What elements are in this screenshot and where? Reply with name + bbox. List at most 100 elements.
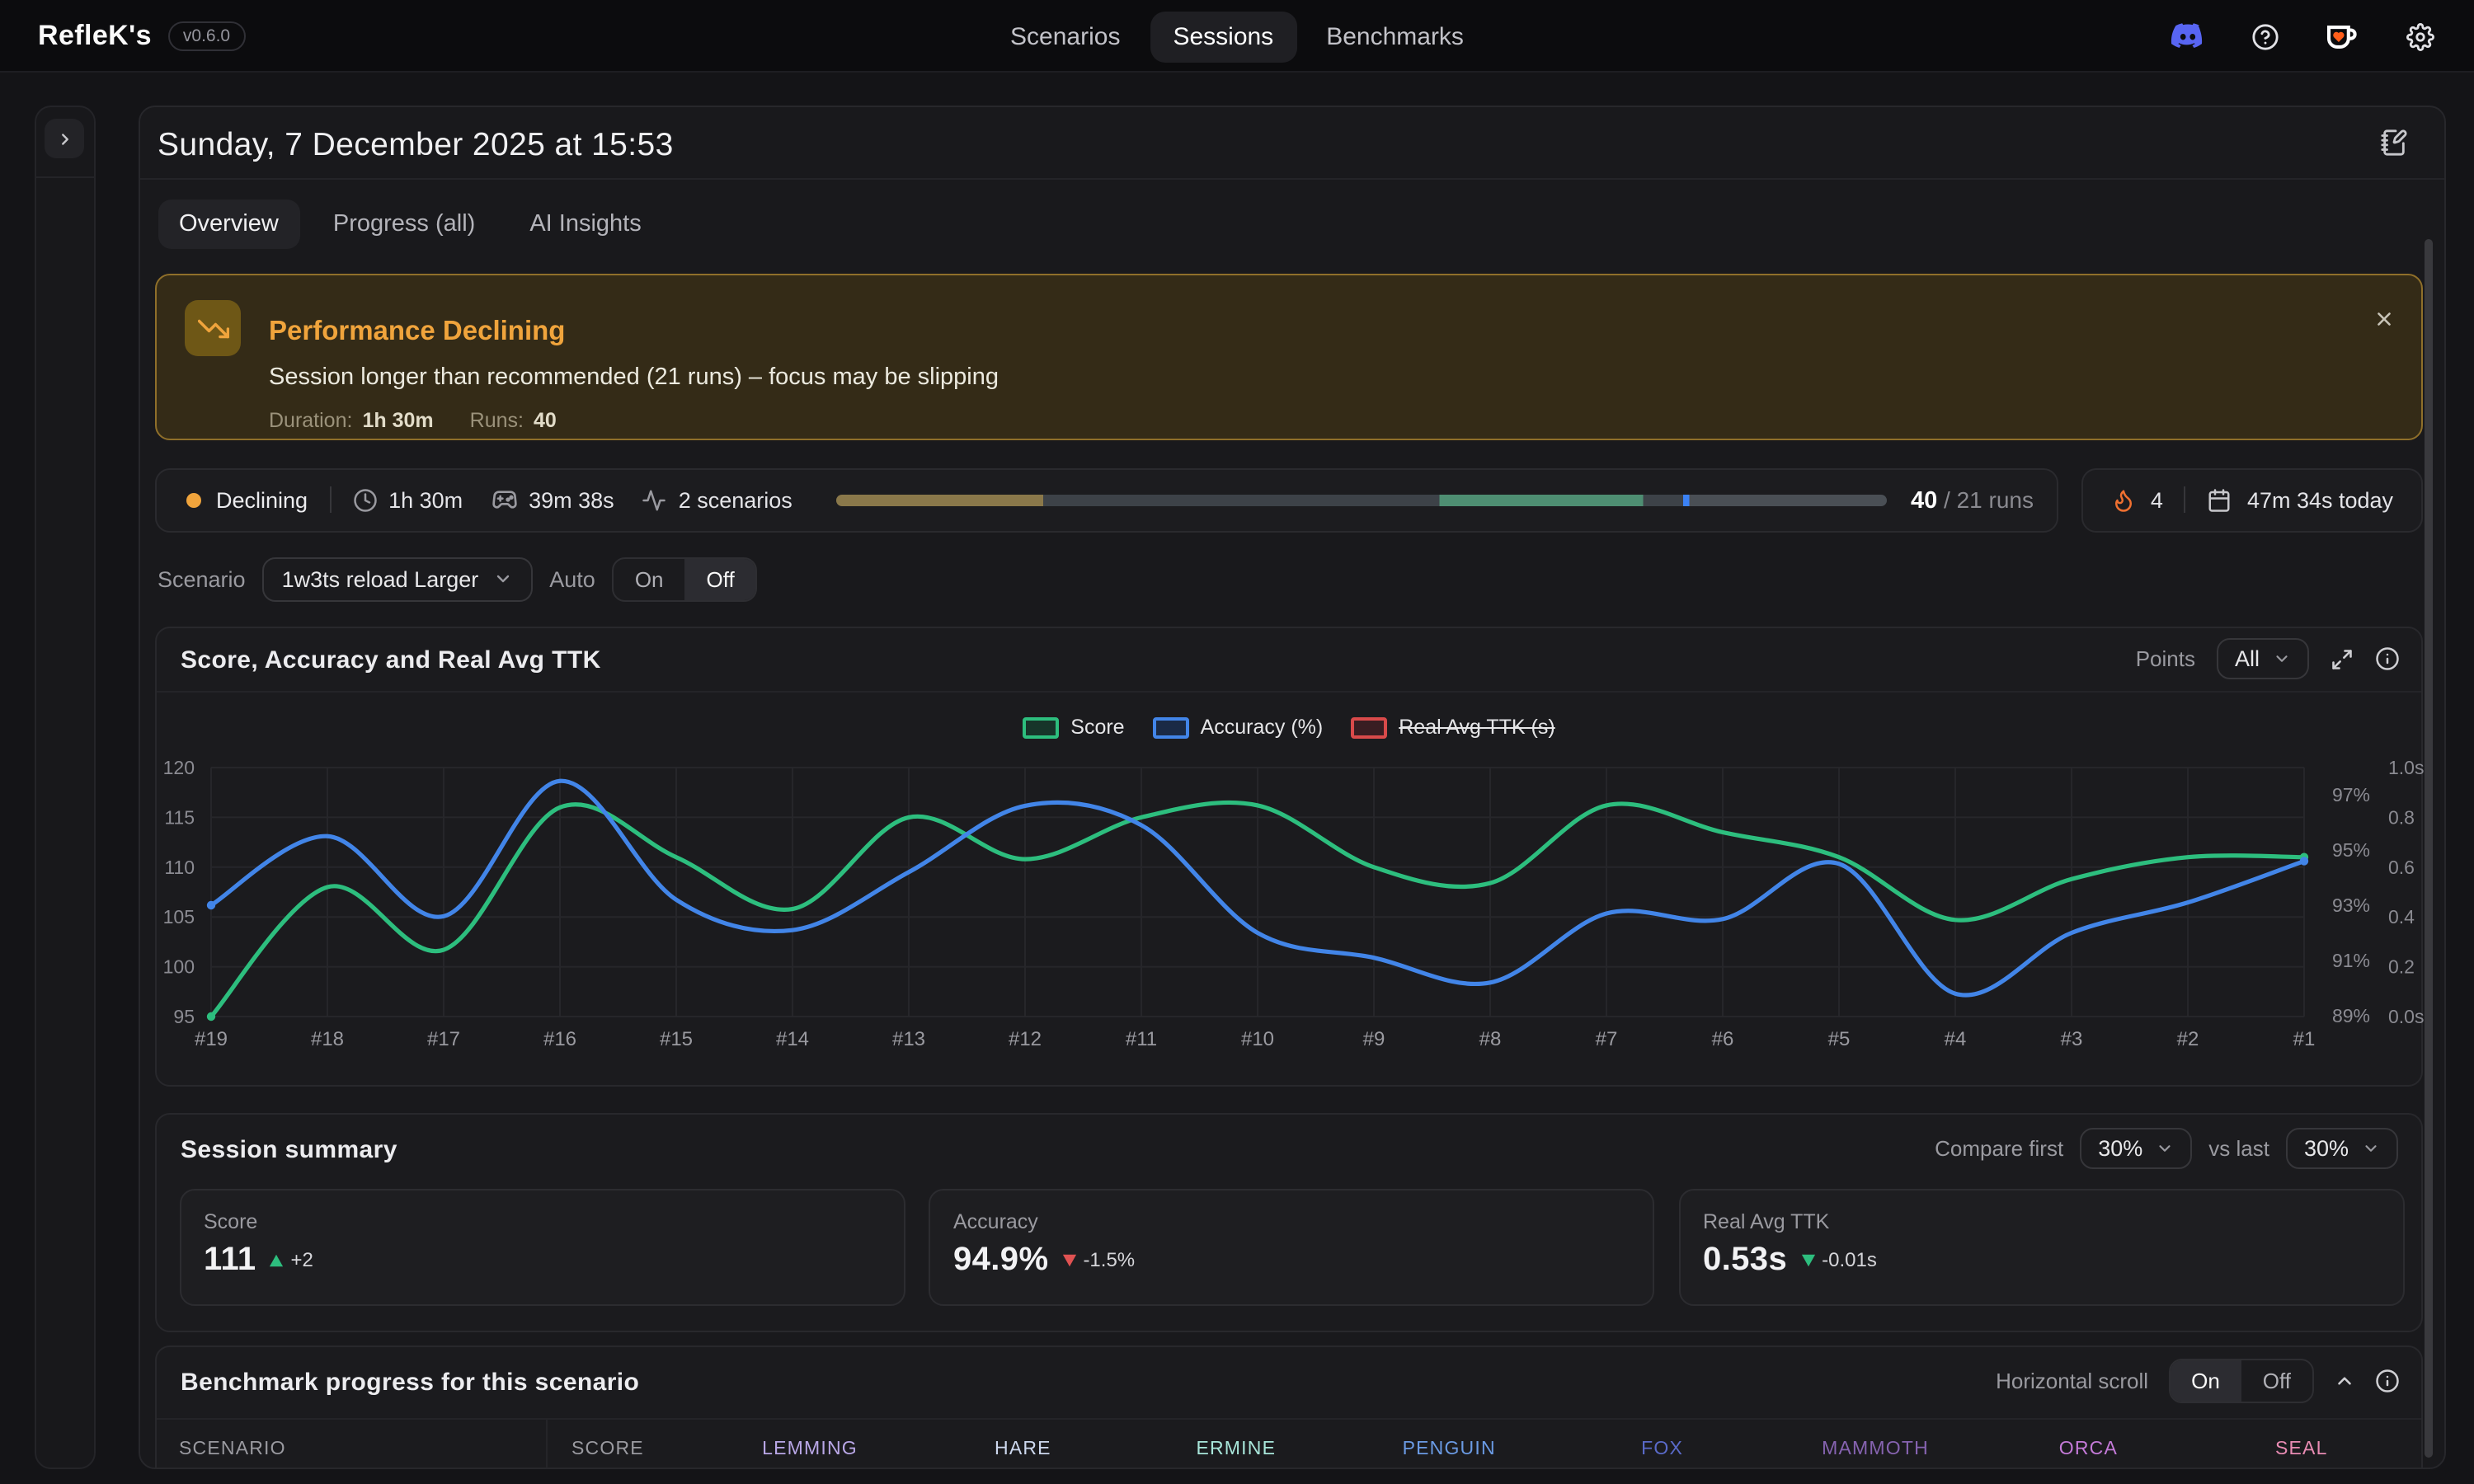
tab-ai-insights[interactable]: AI Insights (529, 210, 642, 237)
nav-tab-sessions[interactable]: Sessions (1150, 11, 1297, 62)
svg-text:#6: #6 (1712, 1028, 1734, 1050)
svg-text:0.8: 0.8 (2388, 806, 2415, 828)
benchmark-info-icon[interactable] (2375, 1369, 2400, 1393)
today-playtime: 47m 34s today (2246, 487, 2394, 513)
alert-title: Performance Declining (269, 316, 566, 345)
svg-text:#12: #12 (1009, 1028, 1042, 1050)
svg-text:105: 105 (163, 906, 195, 928)
collapse-icon[interactable] (2334, 1370, 2355, 1392)
legend-ttk[interactable]: Real Avg TTK (s) (1351, 716, 1555, 739)
points-label: Points (2135, 646, 2195, 671)
svg-text:0.6: 0.6 (2388, 857, 2415, 878)
chevron-down-icon (2276, 655, 2288, 662)
tab-progress[interactable]: Progress (all) (332, 210, 476, 237)
benchmark-title: Benchmark progress for this scenario (181, 1369, 640, 1397)
status-state: Declining (216, 487, 308, 513)
chart-header: Score, Accuracy and Real Avg TTK Points … (157, 628, 2421, 693)
scenario-bar: Scenario 1w3ts reload Larger Auto On Off (158, 556, 758, 601)
benchmark-column-mammoth: MAMMOTH (1822, 1439, 1929, 1459)
performance-chart: 120 115 110 105 100 95 1.0s 0.8 0.6 0.4 0.2 0.0s 97%… (163, 757, 2425, 1050)
svg-text:#13: #13 (892, 1028, 925, 1050)
notes-edit-icon[interactable] (2379, 129, 2407, 157)
status-dot (186, 492, 201, 508)
session-panel: Sunday, 7 December 2025 at 15:53 Overvie… (139, 106, 2445, 1469)
svg-text:#9: #9 (1363, 1028, 1385, 1050)
session-progress-bar (836, 494, 1888, 506)
svg-text:#4: #4 (1945, 1028, 1967, 1050)
svg-text:95: 95 (173, 1006, 195, 1027)
auto-on[interactable]: On (634, 566, 664, 591)
svg-text:#16: #16 (543, 1028, 576, 1050)
points-select[interactable]: All (2216, 638, 2309, 679)
svg-text:#17: #17 (427, 1028, 460, 1050)
sidebar-expand-button[interactable] (45, 119, 85, 158)
svg-text:91%: 91% (2332, 950, 2370, 971)
svg-text:1.0s: 1.0s (2388, 757, 2424, 778)
sidebar (35, 106, 95, 1469)
discord-icon[interactable] (2171, 23, 2205, 49)
compare-last-select[interactable]: 30% (2285, 1127, 2398, 1168)
accuracy-value: 94.9% (953, 1241, 1049, 1277)
compare-first-label: Compare first (1935, 1135, 2064, 1160)
arrow-down-icon (1062, 1253, 1076, 1266)
ttk-card: Real Avg TTK 0.53s -0.01s (1678, 1188, 2404, 1306)
legend-score[interactable]: Score (1023, 716, 1125, 739)
chart-legend: Score Accuracy (%) Real Avg TTK (s) (157, 716, 2421, 739)
chevron-down-icon (2365, 1144, 2377, 1151)
svg-text:120: 120 (163, 757, 195, 778)
streak-count: 4 (2150, 487, 2163, 513)
hscroll-label: Horizontal scroll (1996, 1369, 2149, 1393)
nav-tab-benchmarks[interactable]: Benchmarks (1326, 22, 1464, 50)
ttk-value: 0.53s (1703, 1241, 1788, 1277)
benchmark-header-row: SCENARIO SCORE LEMMING HARE ERMINE PENGUIN FOX… (157, 1430, 2421, 1468)
app-logo: RefleK's (38, 20, 152, 51)
status-row: Declining 1h 30m 39m 38s 2 scenarios 40 … (155, 468, 2423, 532)
auto-label: Auto (549, 566, 595, 591)
main-nav: Scenarios Sessions Benchmarks (987, 0, 1487, 73)
svg-text:93%: 93% (2332, 895, 2370, 916)
kofi-donate-icon[interactable] (2326, 22, 2360, 50)
hscroll-off[interactable]: Off (2262, 1369, 2291, 1393)
scenario-count: 2 scenarios (642, 488, 793, 513)
scenario-select[interactable]: 1w3ts reload Larger (261, 556, 534, 601)
svg-text:110: 110 (164, 857, 195, 878)
scrollbar-thumb[interactable] (2425, 239, 2433, 1458)
benchmark-column-score: SCORE (571, 1439, 644, 1459)
auto-off[interactable]: Off (684, 558, 756, 599)
svg-text:#15: #15 (660, 1028, 693, 1050)
svg-text:97%: 97% (2332, 784, 2370, 805)
gamepad-icon (492, 491, 516, 510)
trending-down-icon (185, 300, 241, 356)
svg-text:#8: #8 (1479, 1028, 1502, 1050)
svg-text:#18: #18 (311, 1028, 344, 1050)
svg-text:115: 115 (164, 806, 195, 828)
alert-close-icon[interactable] (2373, 308, 2395, 329)
svg-text:#7: #7 (1596, 1028, 1618, 1050)
runs-counter: 40 / 21 runs (1910, 486, 2034, 514)
svg-text:#14: #14 (776, 1028, 809, 1050)
compare-first-select[interactable]: 30% (2080, 1127, 2193, 1168)
nav-tab-scenarios[interactable]: Scenarios (1010, 22, 1121, 50)
legend-accuracy[interactable]: Accuracy (%) (1152, 716, 1323, 739)
summary-panel: Session summary Compare first 30% vs las… (155, 1112, 2423, 1332)
scenario-label: Scenario (158, 566, 246, 591)
benchmark-column-scenario: SCENARIO (179, 1439, 286, 1459)
session-header: Sunday, 7 December 2025 at 15:53 (140, 107, 2443, 180)
chevron-down-icon (497, 575, 510, 583)
calendar-icon (2209, 488, 2231, 512)
session-duration: 1h 30m (352, 488, 463, 513)
clock-icon (353, 488, 376, 512)
expand-chart-icon[interactable] (2331, 647, 2354, 670)
tab-overview[interactable]: Overview (158, 199, 300, 248)
svg-text:#5: #5 (1828, 1028, 1851, 1050)
accuracy-card: Accuracy 94.9% -1.5% (929, 1188, 1654, 1306)
help-icon[interactable] (2251, 22, 2279, 50)
svg-text:#19: #19 (195, 1028, 228, 1050)
summary-title: Session summary (181, 1135, 397, 1163)
chevron-down-icon (2159, 1144, 2171, 1151)
hscroll-on[interactable]: On (2170, 1360, 2241, 1402)
alert-message: Session longer than recommended (21 runs… (269, 364, 999, 390)
settings-gear-icon[interactable] (2406, 22, 2434, 50)
chart-info-icon[interactable] (2375, 646, 2400, 671)
